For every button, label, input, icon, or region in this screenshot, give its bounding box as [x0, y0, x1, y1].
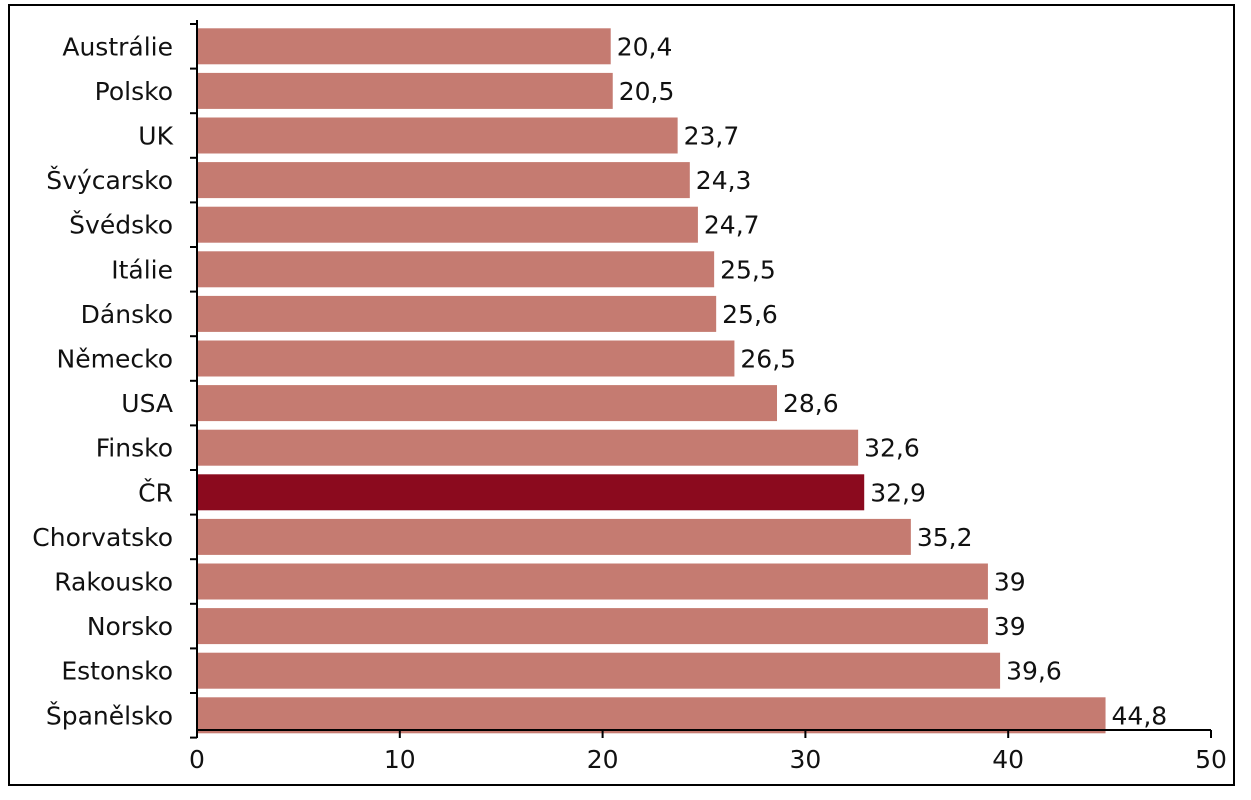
bar-9 — [197, 385, 778, 422]
category-label: Finsko — [96, 434, 173, 463]
value-label: 39,6 — [1006, 657, 1062, 686]
x-tick-label: 40 — [992, 745, 1024, 774]
category-label: Švédsko — [69, 210, 173, 240]
value-label: 39 — [994, 612, 1026, 641]
bar-chart: Austrálie Polsko UK Švýcarsko Švédsko Itálie D… — [32, 20, 1227, 774]
axes-group — [190, 20, 1211, 739]
value-label: 25,6 — [722, 300, 778, 329]
value-labels: 20,4 20,5 23,7 24,3 24,7 25,5 25,6 26,5 28,6 32,6… — [617, 32, 1168, 730]
category-label: Švýcarsko — [46, 165, 173, 195]
x-tick-label: 50 — [1195, 745, 1227, 774]
category-label: Chorvatsko — [32, 523, 173, 552]
x-tick-label: 10 — [384, 745, 416, 774]
category-label: Dánsko — [81, 300, 173, 329]
value-label: 24,7 — [704, 211, 760, 240]
x-axis-ticks: 0 10 20 30 40 50 — [189, 730, 1227, 774]
x-tick-label: 0 — [189, 745, 205, 774]
bar-3 — [197, 117, 678, 154]
category-label: Rakousko — [54, 568, 173, 597]
bar-6 — [197, 251, 715, 288]
category-labels: Austrálie Polsko UK Švýcarsko Švédsko Itálie D… — [32, 32, 173, 730]
value-label: 44,8 — [1112, 701, 1168, 730]
category-label: Itálie — [111, 255, 173, 284]
bar-16 — [197, 697, 1106, 734]
value-label: 20,4 — [617, 32, 673, 61]
value-label: 35,2 — [917, 523, 973, 552]
value-label: 20,5 — [619, 77, 675, 106]
value-label: 32,9 — [870, 478, 926, 507]
value-label: 23,7 — [684, 122, 740, 151]
bar-12 — [197, 518, 911, 555]
bar-4 — [197, 162, 690, 199]
x-tick-label: 20 — [587, 745, 619, 774]
value-label: 32,6 — [864, 434, 920, 463]
bar-10 — [197, 429, 859, 466]
bar-2 — [197, 72, 613, 109]
value-label: 24,3 — [696, 166, 752, 195]
value-label: 39 — [994, 568, 1026, 597]
bar-7 — [197, 295, 717, 332]
bar-11 — [197, 474, 865, 511]
category-label: Německo — [57, 345, 173, 374]
bar-8 — [197, 340, 735, 377]
bar-14 — [197, 608, 988, 645]
category-label: ČR — [138, 477, 173, 507]
category-label: Austrálie — [62, 32, 173, 61]
category-label: Španělsko — [46, 700, 173, 730]
category-label: UK — [138, 122, 173, 151]
value-label: 25,5 — [720, 255, 776, 284]
category-label: Estonsko — [61, 657, 173, 686]
category-label: Norsko — [87, 612, 173, 641]
chart-frame: Austrálie Polsko UK Švýcarsko Švédsko Itálie D… — [8, 4, 1235, 786]
value-label: 26,5 — [740, 345, 796, 374]
bar-13 — [197, 563, 988, 600]
category-label: USA — [121, 389, 173, 418]
bar-1 — [197, 28, 611, 65]
category-label: Polsko — [95, 77, 173, 106]
bar-5 — [197, 206, 698, 243]
bar-15 — [197, 652, 1001, 689]
x-tick-label: 30 — [789, 745, 821, 774]
value-label: 28,6 — [783, 389, 839, 418]
bars-group — [197, 28, 1106, 734]
